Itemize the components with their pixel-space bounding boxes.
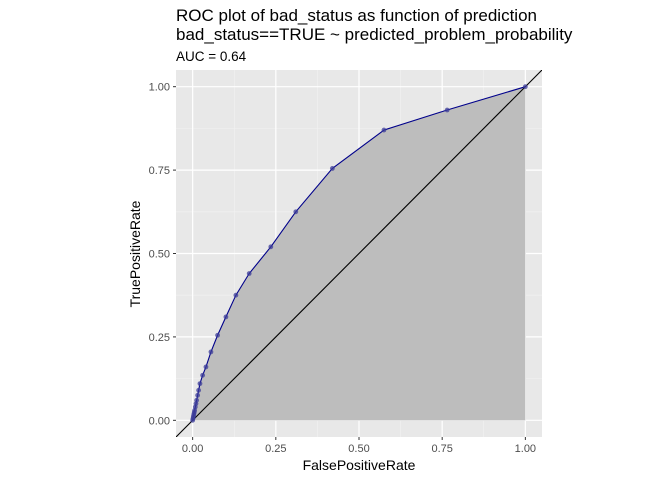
y-tick-label: 1.00 <box>149 82 170 94</box>
roc-point <box>208 349 214 355</box>
y-tick-label: 0.50 <box>149 249 170 261</box>
roc-point <box>268 244 274 250</box>
roc-point <box>203 364 209 370</box>
y-tick-label: 0.75 <box>149 165 170 177</box>
roc-point <box>444 107 450 113</box>
roc-point <box>223 314 229 320</box>
x-tick-label: 0.75 <box>431 443 452 455</box>
y-axis: 0.00 0.25 0.50 0.75 1.00 <box>149 82 176 427</box>
chart-title-line2: bad_status==TRUE ~ predicted_problem_pro… <box>176 25 573 44</box>
x-tick-label: 0.50 <box>348 443 369 455</box>
x-tick-label: 1.00 <box>515 443 536 455</box>
chart-subtitle: AUC = 0.64 <box>176 49 247 64</box>
plot-panel <box>176 70 542 437</box>
roc-point <box>233 292 239 298</box>
roc-point <box>195 392 201 398</box>
roc-point <box>293 209 299 215</box>
roc-point <box>246 271 252 276</box>
y-axis-title: TruePositiveRate <box>127 200 143 307</box>
diagonal-reference-line <box>176 70 542 437</box>
roc-point <box>329 166 335 171</box>
x-axis-title: FalsePositiveRate <box>303 457 416 473</box>
roc-point <box>194 397 200 403</box>
roc-point <box>522 84 528 90</box>
roc-point <box>215 332 220 338</box>
x-tick-label: 0.25 <box>265 443 286 455</box>
chart-title-line1: ROC plot of bad_status as function of pr… <box>176 6 537 25</box>
y-tick-label: 0.00 <box>149 415 170 427</box>
roc-point <box>381 127 387 133</box>
x-axis: 0.00 0.25 0.50 0.75 1.00 <box>182 437 536 455</box>
roc-point <box>200 372 206 378</box>
roc-point <box>197 381 203 387</box>
y-tick-label: 0.25 <box>149 332 170 344</box>
x-tick-label: 0.00 <box>182 443 203 455</box>
roc-point <box>196 387 202 393</box>
